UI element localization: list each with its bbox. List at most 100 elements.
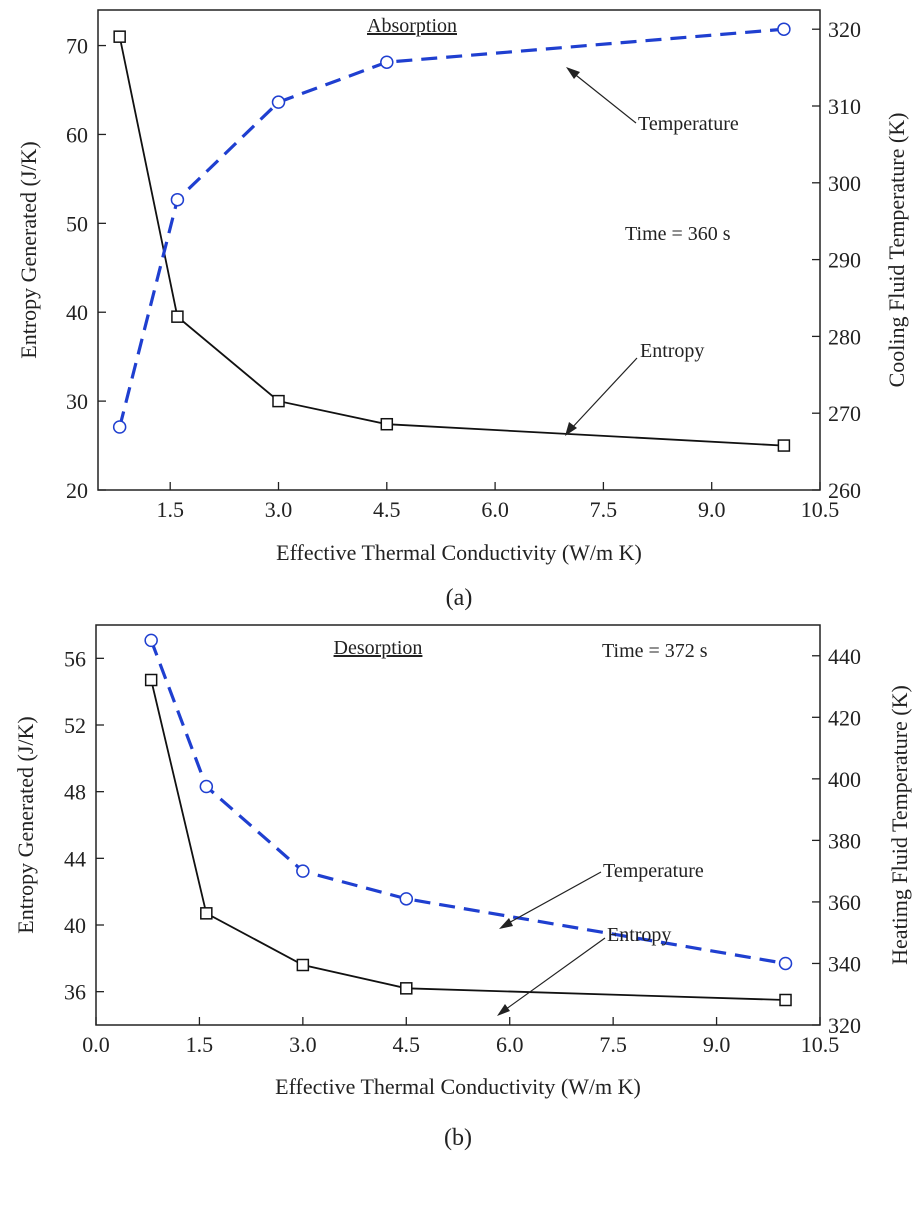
panel-a-title: Absorption (367, 15, 457, 37)
panel-a-temperature-label: Temperature (638, 113, 739, 135)
right-tick-label: 270 (828, 401, 861, 426)
x-tick-label: 9.0 (698, 497, 726, 522)
entropy-marker (272, 394, 285, 408)
panel-b-caption: (b) (444, 1125, 472, 1151)
panel-b-frame (95, 624, 821, 1026)
panel-b-series (144, 633, 793, 1007)
panel-a-caption: (a) (446, 585, 473, 611)
panel-b-x-axis-label: Effective Thermal Conductivity (W/m K) (275, 1074, 641, 1099)
left-tick-label: 60 (66, 122, 88, 147)
panel-a-right-axis-label: Cooling Fluid Temperature (K) (884, 113, 909, 388)
right-tick-label: 310 (828, 94, 861, 119)
entropy-marker (296, 958, 310, 972)
x-tick-label: 3.0 (265, 497, 293, 522)
left-tick-label: 36 (64, 980, 86, 1005)
right-tick-label: 280 (828, 324, 861, 349)
entropy-marker (144, 673, 158, 687)
panel-a-frame (97, 9, 821, 491)
right-tick-label: 420 (828, 705, 861, 730)
panel-a-x-ticks: 1.5 3.0 4.5 6.0 7.5 9.0 10.5 (156, 482, 839, 522)
panel-a-entropy-label: Entropy (640, 340, 704, 362)
entropy-marker (200, 907, 213, 920)
panel-b-temperature-arrow (504, 871, 602, 926)
left-tick-label: 56 (64, 646, 86, 671)
right-tick-label: 260 (828, 478, 861, 503)
entropy-series-line (150, 679, 786, 1001)
right-tick-label: 440 (828, 644, 861, 669)
panel-b-time-annotation: Time = 372 s (602, 640, 708, 662)
panel-a-temperature-arrowhead (566, 67, 580, 79)
temperature-marker (170, 192, 185, 207)
panel-a-temperature-arrow (571, 71, 637, 124)
x-tick-label: 6.0 (481, 497, 509, 522)
panel-a-time-annotation: Time = 360 s (625, 223, 731, 245)
temperature-series-line (149, 639, 786, 966)
x-tick-label: 1.5 (156, 497, 184, 522)
x-tick-label: 4.5 (373, 497, 401, 522)
left-tick-label: 48 (64, 780, 86, 805)
right-tick-label: 290 (828, 248, 861, 273)
panel-b-left-axis-label: Entropy Generated (J/K) (13, 716, 38, 933)
right-tick-label: 400 (828, 767, 861, 792)
panel-b-entropy-arrowhead (497, 1004, 510, 1016)
panel-b-right-axis-label: Heatimg Fluid Temperature (K) (887, 685, 912, 965)
panel-b-entropy-label: Entropy (607, 924, 671, 946)
right-tick-label: 340 (828, 951, 861, 976)
left-tick-label: 44 (64, 846, 86, 871)
temperature-marker (380, 55, 394, 69)
temperature-series-line (118, 27, 785, 428)
panel-a-x-axis-label: Effective Thermal Conductivity (W/m K) (276, 540, 642, 565)
panel-a-entropy-arrow (569, 357, 638, 431)
panel-b-entropy-arrow (501, 937, 606, 1013)
panel-b-chart: 0.0 1.5 3.0 4.5 6.0 7.5 9.0 10.5 36 40 44 48 52 56 3… (13, 624, 912, 1151)
entropy-marker (777, 439, 791, 452)
left-tick-label: 70 (66, 34, 88, 59)
panel-b-x-ticks: 0.0 1.5 3.0 4.5 6.0 7.5 9.0 10.5 (82, 1017, 839, 1057)
left-tick-label: 20 (66, 478, 88, 503)
x-tick-label: 4.5 (393, 1032, 421, 1057)
panel-b-temperature-arrowhead (499, 918, 513, 929)
panel-a-left-ticks: 20 30 40 50 60 70 (66, 34, 106, 503)
panel-a-entropy-arrowhead (565, 422, 577, 436)
entropy-marker (380, 417, 394, 431)
right-tick-label: 320 (828, 1013, 861, 1038)
x-tick-label: 7.5 (599, 1032, 627, 1057)
x-tick-label: 9.0 (703, 1032, 731, 1057)
temperature-marker (199, 779, 214, 794)
x-tick-label: 10.5 (801, 1032, 840, 1057)
left-tick-label: 30 (66, 389, 88, 414)
temperature-marker (144, 633, 158, 648)
left-tick-label: 52 (64, 713, 86, 738)
left-tick-label: 40 (64, 913, 86, 938)
entropy-marker (779, 993, 792, 1007)
temperature-marker (112, 420, 127, 434)
entropy-marker (400, 982, 413, 995)
entropy-marker (171, 310, 184, 323)
panel-b-left-ticks: 36 40 44 48 52 56 (64, 646, 104, 1005)
temperature-marker (271, 95, 286, 109)
panel-a-right-ticks: 260 270 280 290 300 310 320 (812, 17, 861, 503)
x-tick-label: 1.5 (186, 1032, 214, 1057)
temperature-marker (296, 864, 310, 878)
panel-b-title: Desorption (334, 637, 423, 659)
temperature-marker (778, 956, 793, 971)
x-tick-label: 7.5 (590, 497, 618, 522)
x-tick-label: 0.0 (82, 1032, 110, 1057)
temperature-marker (777, 22, 791, 36)
right-tick-label: 300 (828, 171, 861, 196)
panel-b-temperature-label: Temperature (603, 860, 704, 882)
right-tick-label: 360 (828, 890, 861, 915)
entropy-marker (113, 30, 126, 43)
left-tick-label: 40 (66, 300, 88, 325)
panel-b-right-ticks: 320 340 360 380 400 420 440 (812, 644, 861, 1038)
x-tick-label: 10.5 (801, 497, 840, 522)
x-tick-label: 6.0 (496, 1032, 524, 1057)
panel-a-series (112, 22, 791, 452)
temperature-marker (399, 892, 414, 906)
right-tick-label: 320 (828, 17, 861, 42)
x-tick-label: 3.0 (289, 1032, 317, 1057)
right-tick-label: 380 (828, 828, 861, 853)
panel-a-left-axis-label: Entropy Generated (J/K) (16, 141, 41, 358)
